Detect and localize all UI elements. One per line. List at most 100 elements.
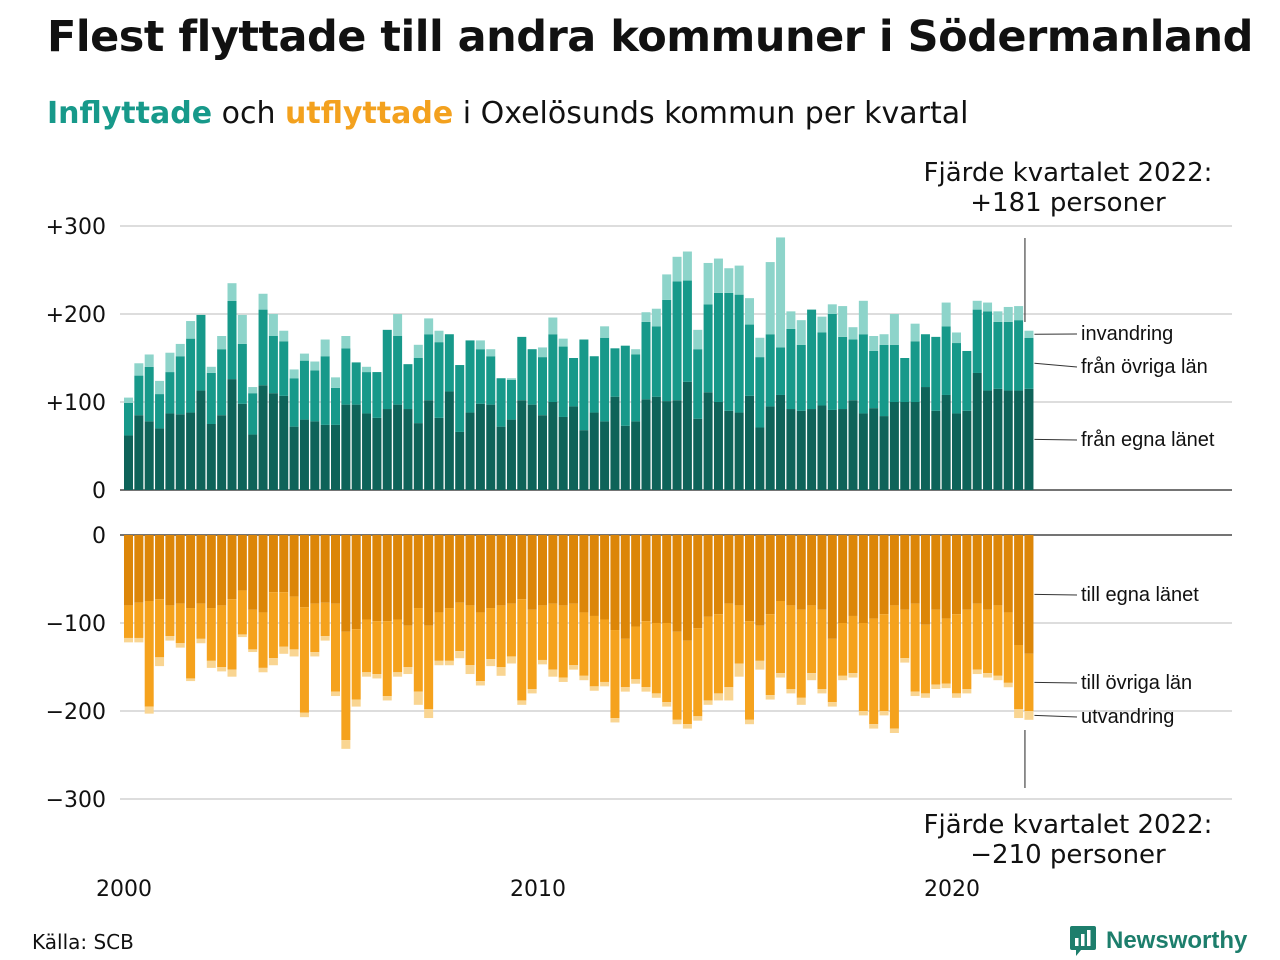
bar-inflow <box>889 402 899 490</box>
bar-inflow <box>641 312 651 322</box>
bar-inflow <box>372 372 382 418</box>
bar-inflow <box>351 362 361 405</box>
y-tick-label-top: +300 <box>46 215 106 240</box>
bar-inflow <box>227 300 237 380</box>
bar-outflow <box>848 673 858 678</box>
bar-outflow <box>600 535 610 620</box>
bar-outflow <box>786 605 796 689</box>
bar-inflow <box>703 262 713 305</box>
bar-outflow <box>506 535 516 604</box>
bar-outflow <box>258 535 268 613</box>
bar-outflow <box>693 628 703 717</box>
bar-outflow <box>279 535 289 593</box>
bar-inflow <box>931 410 941 490</box>
bar-inflow <box>962 410 972 490</box>
bar-outflow <box>817 689 827 694</box>
bar-outflow <box>672 631 682 720</box>
bar-outflow <box>765 695 775 700</box>
x-tick-label: 2020 <box>924 877 980 902</box>
bar-inflow <box>310 421 320 490</box>
bar-inflow <box>475 340 485 350</box>
bar-outflow <box>279 646 289 654</box>
bar-outflow <box>589 535 599 616</box>
bar-inflow <box>144 366 154 422</box>
bar-outflow <box>796 697 806 705</box>
bar-inflow <box>858 334 868 414</box>
bar-outflow <box>165 636 175 641</box>
bar-outflow <box>413 535 423 609</box>
bar-inflow <box>175 414 185 490</box>
bar-inflow <box>713 292 723 402</box>
bar-outflow <box>434 612 444 661</box>
bar-inflow <box>331 377 340 388</box>
bar-inflow <box>869 408 879 490</box>
bar-inflow <box>217 415 227 490</box>
bar-outflow <box>155 599 165 658</box>
bar-outflow <box>393 619 403 673</box>
bar-inflow <box>662 299 672 402</box>
bar-outflow <box>941 618 951 684</box>
bar-inflow <box>341 336 351 349</box>
bar-inflow <box>889 344 899 402</box>
bar-inflow <box>475 403 485 490</box>
bar-inflow <box>952 413 961 490</box>
bar-inflow <box>941 326 951 395</box>
bar-inflow <box>155 380 165 395</box>
bar-outflow <box>424 535 434 626</box>
bar-inflow <box>134 375 144 416</box>
bar-inflow <box>299 360 309 420</box>
bar-outflow <box>682 724 692 729</box>
bar-outflow <box>186 608 196 679</box>
bar-inflow <box>475 349 485 404</box>
bar-inflow <box>879 416 889 490</box>
bar-outflow <box>320 535 330 603</box>
bar-outflow <box>424 709 434 719</box>
bar-outflow <box>682 640 692 725</box>
bar-inflow <box>258 385 268 490</box>
bar-inflow <box>745 395 754 490</box>
bar-inflow <box>765 334 775 407</box>
bar-outflow <box>713 693 723 701</box>
bar-inflow <box>527 349 537 405</box>
bar-inflow <box>134 363 144 376</box>
bar-outflow <box>538 535 547 606</box>
bar-inflow <box>693 418 703 490</box>
bar-inflow <box>900 402 910 490</box>
bar-inflow <box>299 419 309 490</box>
bar-outflow <box>776 601 786 674</box>
bar-outflow <box>506 603 516 657</box>
bar-outflow <box>268 658 278 666</box>
bar-inflow <box>610 348 620 397</box>
series-leader <box>1034 681 1078 684</box>
bar-outflow <box>351 699 361 707</box>
bar-inflow <box>817 332 827 406</box>
bar-inflow <box>434 342 444 418</box>
bar-inflow <box>900 358 910 402</box>
bar-inflow <box>993 311 1003 322</box>
bar-outflow <box>341 631 351 741</box>
bar-outflow <box>393 672 403 677</box>
bar-outflow <box>993 535 1003 606</box>
bar-inflow <box>962 350 972 411</box>
bar-inflow <box>206 366 216 373</box>
bar-inflow <box>175 343 185 357</box>
bar-inflow <box>1003 321 1013 391</box>
y-tick-label-top: +100 <box>46 391 106 416</box>
bar-outflow <box>807 535 817 606</box>
bar-outflow <box>610 535 620 631</box>
bar-inflow <box>848 339 858 401</box>
bar-inflow <box>703 392 713 490</box>
bar-outflow <box>796 535 806 610</box>
bar-outflow <box>465 535 475 606</box>
bar-outflow <box>382 535 392 622</box>
bar-inflow <box>434 417 444 490</box>
bar-inflow <box>455 431 465 490</box>
bar-inflow <box>745 324 754 396</box>
bar-outflow <box>517 700 527 705</box>
series-label: invandring <box>1081 323 1173 345</box>
bar-outflow <box>475 681 485 686</box>
bar-inflow <box>268 393 278 490</box>
bar-outflow <box>310 652 320 657</box>
bar-outflow <box>900 535 910 610</box>
